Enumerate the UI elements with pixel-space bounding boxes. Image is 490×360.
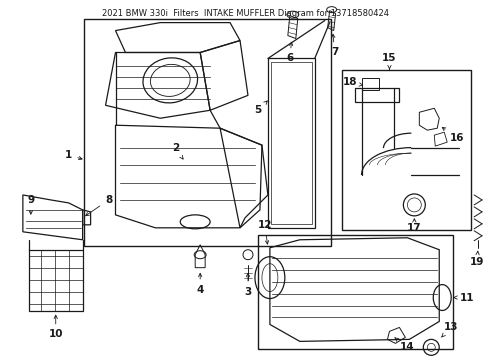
Text: 6: 6	[286, 42, 294, 63]
Text: 8: 8	[86, 195, 112, 216]
Text: 17: 17	[407, 219, 422, 233]
Text: 14: 14	[395, 338, 415, 352]
Text: 16: 16	[442, 127, 465, 143]
Bar	[258, 235, 453, 349]
Text: 2021 BMW 330i  Filters  INTAKE MUFFLER Diagram for 13718580424: 2021 BMW 330i Filters INTAKE MUFFLER Dia…	[101, 9, 389, 18]
Text: 4: 4	[196, 273, 204, 294]
Text: 3: 3	[245, 273, 251, 297]
Text: 13: 13	[441, 323, 459, 337]
Text: 11: 11	[454, 293, 474, 302]
Bar	[84, 19, 331, 246]
Text: 10: 10	[49, 315, 63, 339]
Text: 5: 5	[254, 101, 267, 115]
Text: 7: 7	[331, 34, 338, 58]
Text: 12: 12	[258, 220, 272, 244]
Text: 9: 9	[27, 195, 34, 214]
Text: 19: 19	[470, 251, 484, 267]
Text: 1: 1	[65, 150, 82, 160]
Text: 2: 2	[172, 143, 183, 159]
Text: 15: 15	[382, 54, 397, 69]
Text: 18: 18	[343, 77, 363, 87]
Bar	[342, 71, 471, 230]
